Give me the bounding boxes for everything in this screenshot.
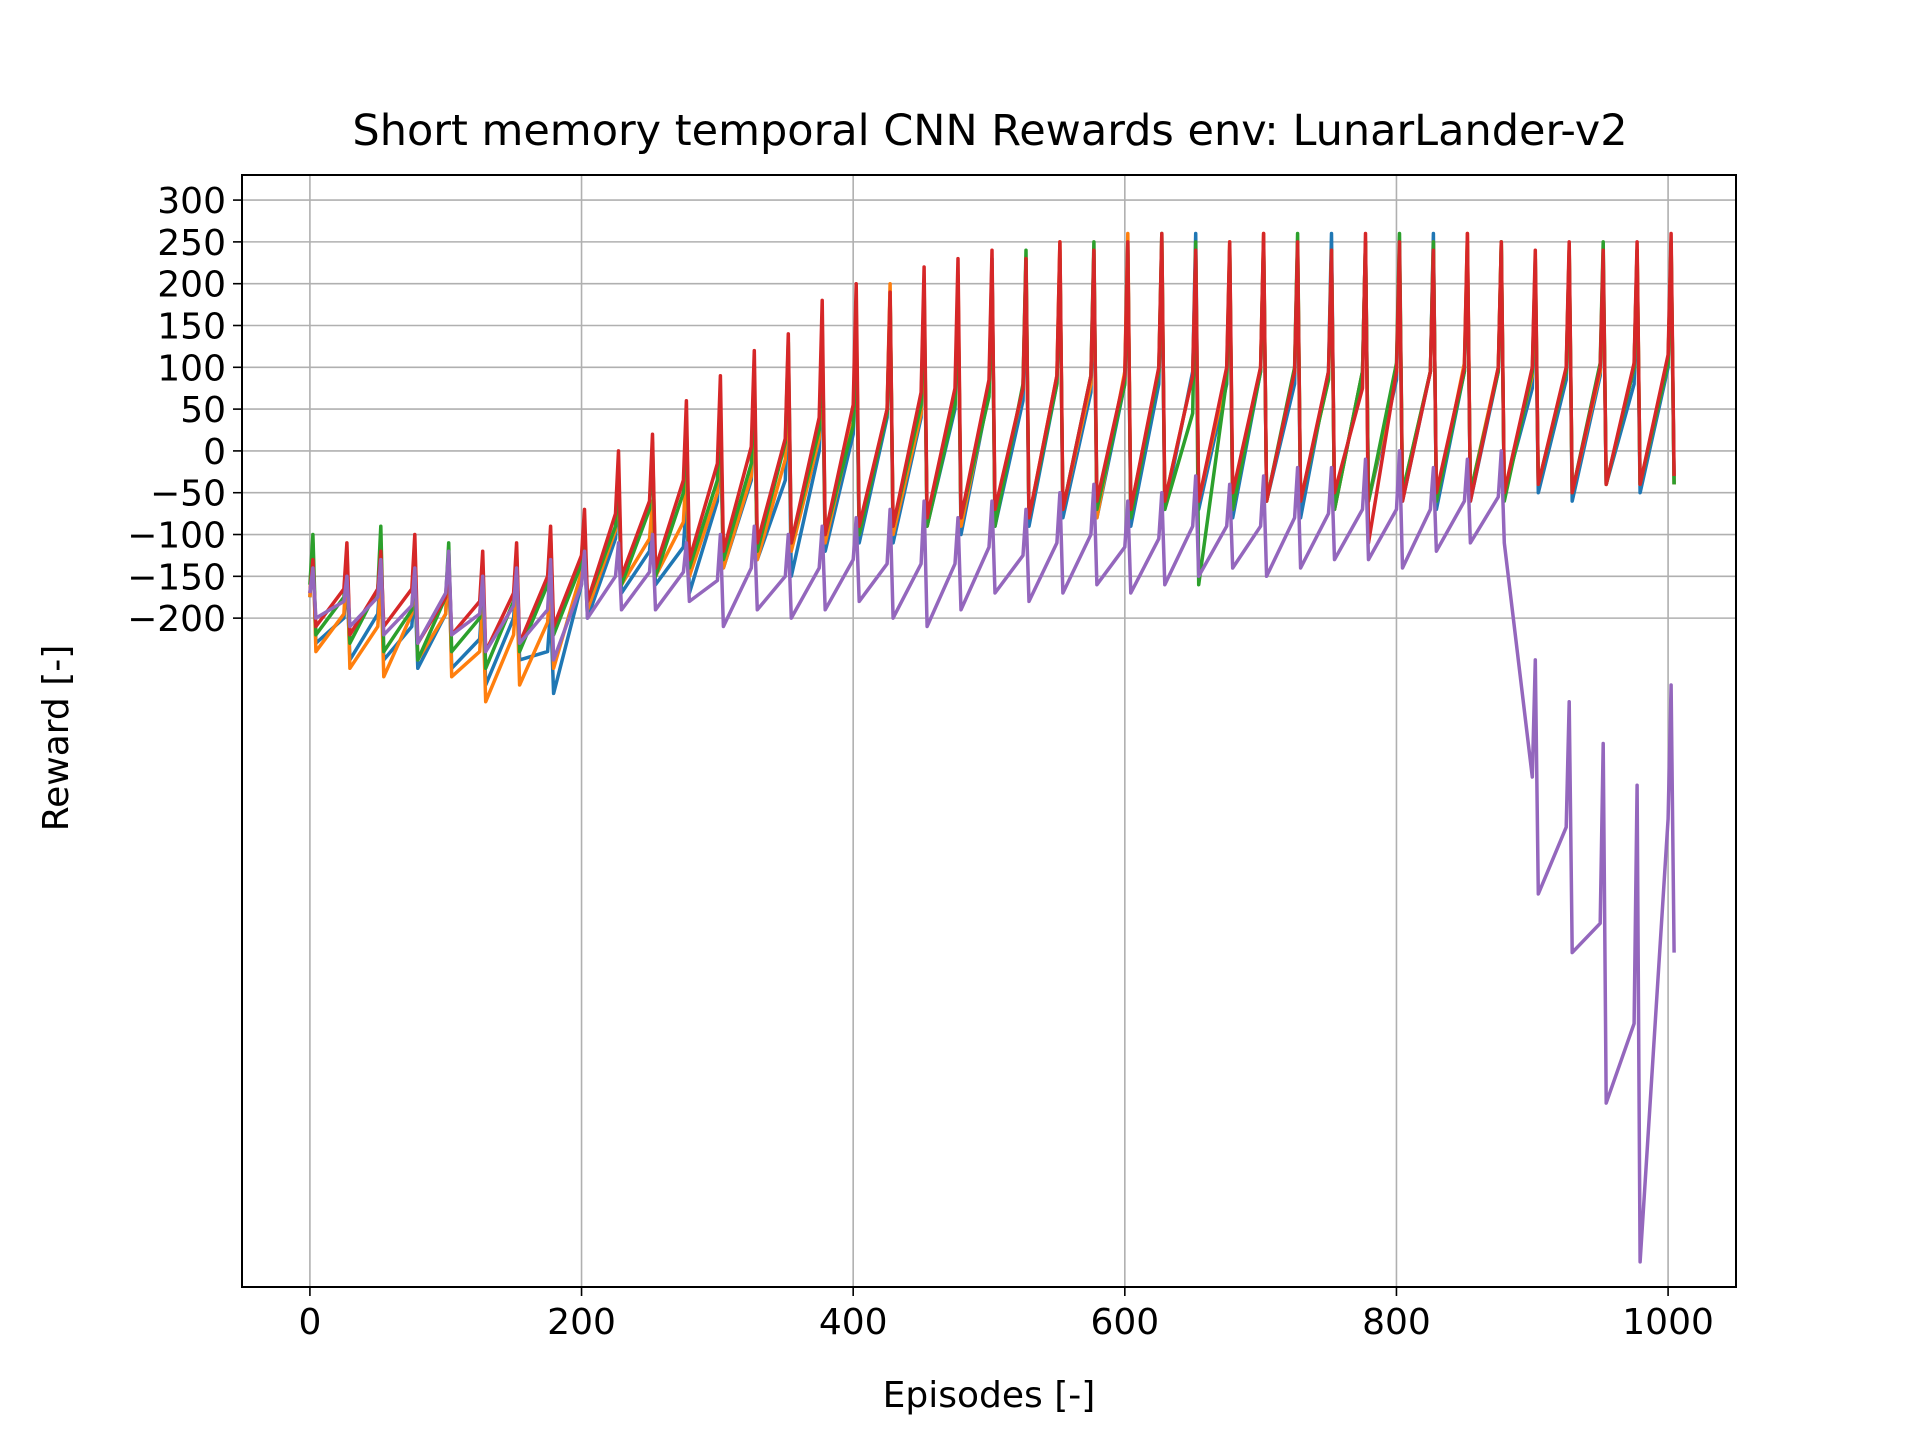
y-tick-label: 0 (203, 432, 226, 473)
y-tick-label: 150 (157, 306, 226, 347)
x-tick-label: 400 (819, 1302, 888, 1343)
y-tick-label: 300 (157, 181, 226, 222)
x-tick-label: 1000 (1622, 1302, 1714, 1343)
chart-title: Short memory temporal CNN Rewards env: L… (352, 106, 1627, 156)
y-tick-label: −200 (127, 599, 226, 640)
y-tick-label: 50 (180, 390, 226, 431)
series-group (308, 231, 1676, 1264)
plot-frame (241, 174, 1737, 1288)
x-tick-label: 800 (1362, 1302, 1431, 1343)
y-tick-label: −150 (127, 557, 226, 598)
x-tick-label: 0 (298, 1302, 321, 1343)
y-tick-label: 250 (157, 223, 226, 264)
x-tick-label: 600 (1090, 1302, 1159, 1343)
series-line-5 (308, 449, 1676, 1264)
y-tick-label: 100 (157, 348, 226, 389)
y-axis-label: Reward [-] (36, 645, 77, 832)
y-tick-label: −50 (150, 474, 226, 515)
x-tick-label: 200 (547, 1302, 616, 1343)
series-line-4 (308, 231, 1676, 654)
y-tick-label: 200 (157, 265, 226, 306)
x-axis: 0 200 400 600 800 1000 (298, 1287, 1714, 1343)
x-axis-label: Episodes [-] (883, 1375, 1096, 1416)
y-tick-label: −100 (127, 516, 226, 557)
